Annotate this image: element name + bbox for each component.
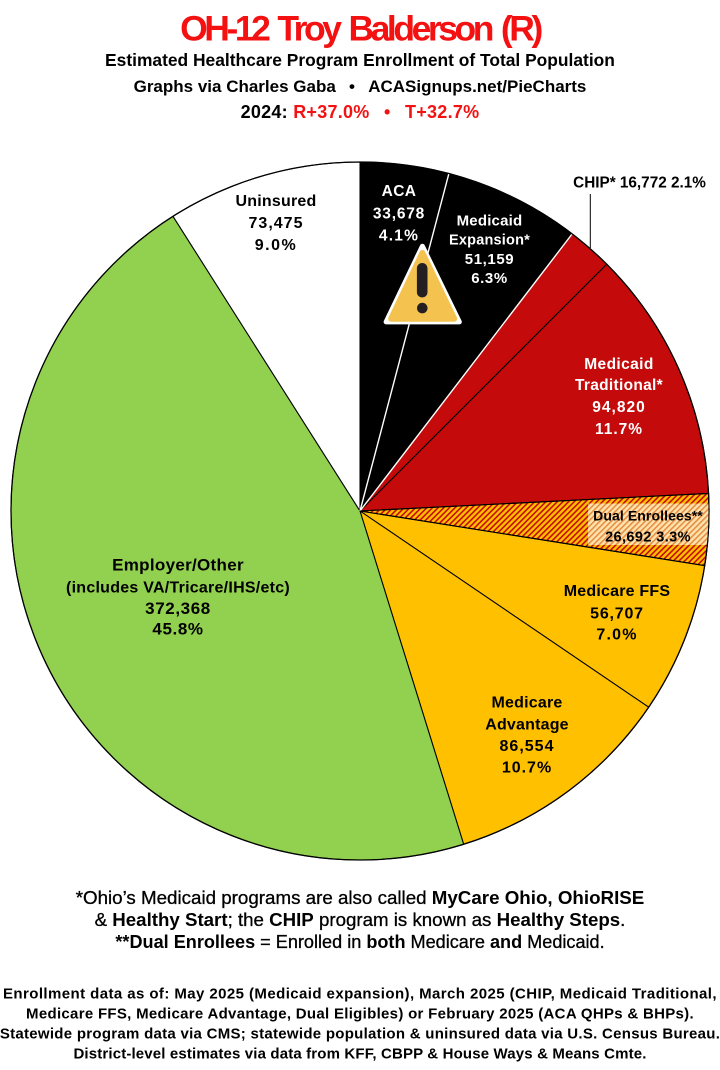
svg-text:& Healthy Start; the CHIP prog: & Healthy Start; the CHIP program is kno… — [95, 909, 626, 930]
svg-text:9.0%: 9.0% — [255, 237, 297, 254]
svg-text:11.7%: 11.7% — [595, 421, 643, 438]
svg-text:(includes VA/Tricare/IHS/etc): (includes VA/Tricare/IHS/etc) — [66, 580, 290, 597]
svg-text:86,554: 86,554 — [500, 738, 555, 755]
svg-text:ACA: ACA — [382, 183, 417, 200]
svg-text:10.7%: 10.7% — [502, 760, 552, 777]
svg-text:District-level estimates via d: District-level estimates via data from K… — [73, 1046, 646, 1063]
svg-text:Estimated Healthcare Program E: Estimated Healthcare Program Enrollment … — [105, 50, 615, 70]
svg-text:Graphs via Charles Gaba • AC: Graphs via Charles Gaba • ACASignups.net… — [134, 77, 587, 96]
svg-text:Medicare: Medicare — [492, 695, 563, 712]
svg-text:51,159: 51,159 — [465, 251, 514, 268]
svg-text:94,820: 94,820 — [592, 399, 645, 416]
svg-text:Statewide program data via CMS: Statewide program data via CMS; statewid… — [0, 1026, 720, 1043]
svg-text:**Dual Enrollees = Enrolled in: **Dual Enrollees = Enrolled in both Medi… — [115, 932, 604, 952]
svg-text:*Ohio’s Medicaid programs are: *Ohio’s Medicaid programs are also calle… — [76, 887, 645, 908]
svg-text:6.3%: 6.3% — [471, 270, 508, 287]
svg-text:Enrollment data as of: May 202: Enrollment data as of: May 2025 (Medicai… — [3, 986, 717, 1003]
svg-text:372,368: 372,368 — [145, 599, 211, 618]
svg-text:45.8%: 45.8% — [152, 620, 203, 639]
svg-text:CHIP* 16,772 2.1%: CHIP* 16,772 2.1% — [573, 175, 706, 192]
svg-text:56,707: 56,707 — [590, 606, 644, 623]
svg-text:Employer/Other: Employer/Other — [112, 556, 244, 575]
svg-text:7.0%: 7.0% — [596, 627, 637, 644]
svg-text:Expansion*: Expansion* — [449, 233, 530, 249]
svg-text:Uninsured: Uninsured — [236, 193, 317, 210]
svg-text:Medicaid: Medicaid — [457, 213, 523, 230]
svg-text:Medicare FFS, Medicare Advanta: Medicare FFS, Medicare Advantage, Dual E… — [26, 1006, 694, 1023]
svg-text:Advantage: Advantage — [485, 717, 569, 734]
svg-text:26,692 3.3%: 26,692 3.3% — [605, 530, 691, 546]
svg-text:Dual Enrollees**: Dual Enrollees** — [593, 508, 703, 524]
svg-text:Medicaid: Medicaid — [584, 356, 654, 373]
svg-text:33,678: 33,678 — [373, 206, 425, 223]
svg-text:Medicare FFS: Medicare FFS — [564, 583, 671, 600]
svg-text:OH-12 Troy Balderson (R): OH-12 Troy Balderson (R) — [180, 9, 542, 49]
svg-text:2024: R+37.0% • T+32.7%: 2024: R+37.0% • T+32.7% — [241, 102, 480, 122]
svg-text:Traditional*: Traditional* — [575, 377, 664, 394]
svg-text:4.1%: 4.1% — [379, 228, 419, 245]
svg-text:73,475: 73,475 — [249, 215, 304, 232]
